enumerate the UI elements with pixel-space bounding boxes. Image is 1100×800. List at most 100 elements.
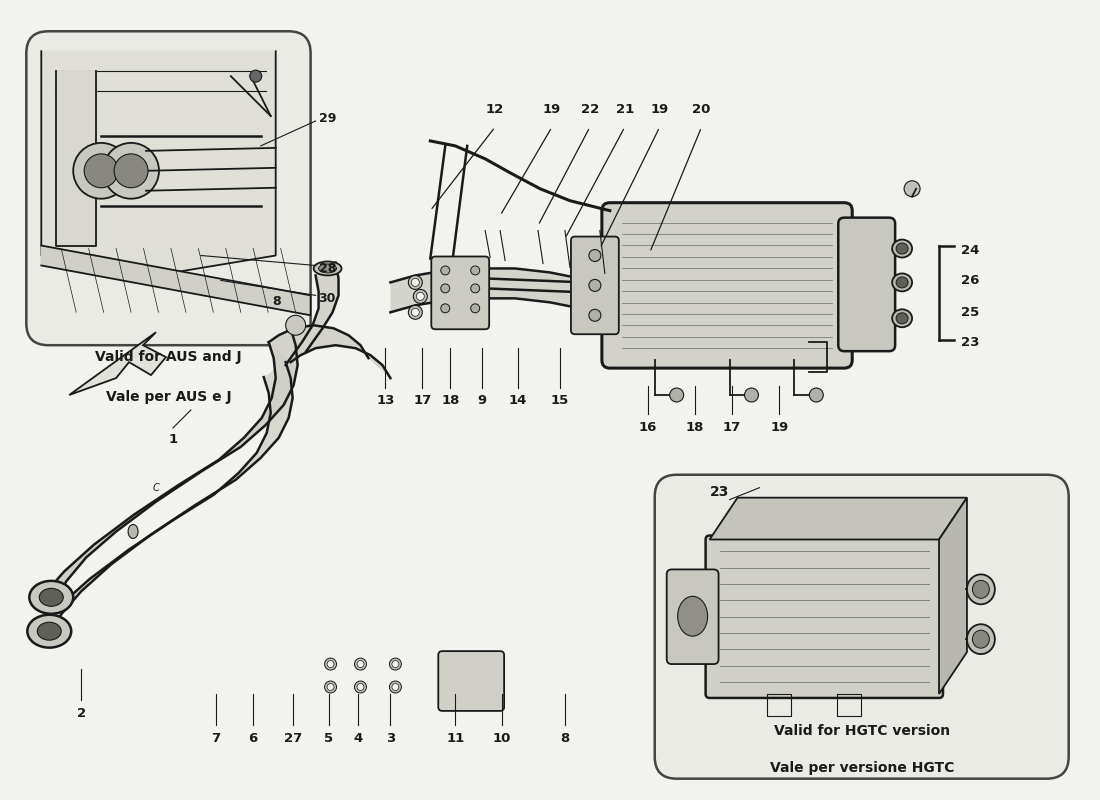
Circle shape — [670, 388, 684, 402]
Polygon shape — [710, 498, 967, 539]
Circle shape — [471, 284, 480, 293]
Circle shape — [588, 279, 601, 291]
Text: C: C — [153, 482, 159, 493]
Circle shape — [358, 661, 364, 667]
Text: 8: 8 — [560, 732, 570, 746]
Text: Vale per versione HGTC: Vale per versione HGTC — [770, 761, 954, 774]
Circle shape — [810, 388, 823, 402]
Polygon shape — [42, 51, 276, 275]
Text: 22: 22 — [581, 102, 600, 115]
FancyBboxPatch shape — [26, 31, 310, 345]
Text: 13: 13 — [376, 394, 395, 406]
Circle shape — [471, 266, 480, 275]
Circle shape — [327, 683, 334, 690]
Circle shape — [250, 70, 262, 82]
Text: Valid for AUS and J: Valid for AUS and J — [96, 350, 242, 364]
Text: 25: 25 — [961, 306, 979, 319]
FancyBboxPatch shape — [602, 202, 852, 368]
Polygon shape — [939, 498, 967, 694]
Circle shape — [358, 683, 364, 690]
Circle shape — [392, 683, 399, 690]
Text: 11: 11 — [447, 732, 464, 746]
Circle shape — [389, 681, 402, 693]
Text: 12: 12 — [486, 102, 504, 115]
PathPatch shape — [286, 262, 339, 365]
PathPatch shape — [390, 269, 609, 315]
PathPatch shape — [40, 328, 298, 604]
Ellipse shape — [967, 574, 994, 604]
Circle shape — [327, 661, 334, 667]
Circle shape — [414, 290, 427, 303]
Text: 6: 6 — [249, 732, 257, 746]
Text: 19: 19 — [543, 102, 561, 115]
FancyBboxPatch shape — [838, 218, 895, 351]
Ellipse shape — [314, 262, 341, 275]
Circle shape — [114, 154, 148, 188]
Ellipse shape — [892, 239, 912, 258]
Circle shape — [441, 284, 450, 293]
Text: 14: 14 — [509, 394, 527, 406]
Text: 19: 19 — [770, 422, 789, 434]
Polygon shape — [56, 71, 96, 246]
Polygon shape — [42, 246, 310, 315]
Text: 30: 30 — [319, 292, 336, 305]
Text: 21: 21 — [616, 102, 634, 115]
Circle shape — [441, 266, 450, 275]
Text: 20: 20 — [692, 102, 711, 115]
Text: 27: 27 — [284, 732, 301, 746]
Ellipse shape — [37, 622, 62, 640]
Circle shape — [408, 306, 422, 319]
Text: 28: 28 — [319, 262, 336, 275]
Text: 4: 4 — [354, 732, 363, 746]
Ellipse shape — [678, 596, 707, 636]
Text: 7: 7 — [211, 732, 220, 746]
Circle shape — [85, 154, 118, 188]
Text: 17: 17 — [723, 422, 740, 434]
Ellipse shape — [972, 580, 989, 598]
Ellipse shape — [892, 274, 912, 291]
FancyBboxPatch shape — [438, 651, 504, 711]
FancyBboxPatch shape — [654, 474, 1069, 778]
Text: 19: 19 — [650, 102, 669, 115]
Text: 5: 5 — [324, 732, 333, 746]
Text: Vale per AUS e J: Vale per AUS e J — [106, 390, 231, 404]
Ellipse shape — [30, 581, 74, 614]
PathPatch shape — [268, 326, 390, 378]
Text: Valid for HGTC version: Valid for HGTC version — [773, 724, 949, 738]
Circle shape — [74, 143, 129, 198]
Text: 3: 3 — [386, 732, 395, 746]
Circle shape — [408, 275, 422, 290]
Text: 2: 2 — [77, 707, 86, 721]
FancyBboxPatch shape — [571, 237, 619, 334]
Text: 23: 23 — [961, 336, 979, 349]
Circle shape — [286, 315, 306, 335]
FancyBboxPatch shape — [705, 535, 943, 698]
Circle shape — [588, 250, 601, 262]
Circle shape — [416, 292, 425, 300]
Ellipse shape — [40, 588, 63, 606]
Circle shape — [354, 681, 366, 693]
Text: 10: 10 — [493, 732, 512, 746]
Text: 16: 16 — [639, 422, 657, 434]
Circle shape — [324, 681, 337, 693]
Text: 9: 9 — [477, 394, 486, 406]
Polygon shape — [69, 332, 166, 395]
Ellipse shape — [892, 310, 912, 327]
Ellipse shape — [896, 277, 909, 288]
Ellipse shape — [972, 630, 989, 648]
Text: 8: 8 — [273, 295, 282, 308]
Circle shape — [441, 304, 450, 313]
Text: 23: 23 — [710, 485, 729, 498]
Text: 1: 1 — [168, 434, 177, 446]
PathPatch shape — [36, 362, 293, 637]
Text: 17: 17 — [414, 394, 431, 406]
Circle shape — [471, 304, 480, 313]
Text: 18: 18 — [441, 394, 460, 406]
Ellipse shape — [896, 313, 909, 324]
Circle shape — [392, 661, 399, 667]
Circle shape — [103, 143, 160, 198]
Circle shape — [354, 658, 366, 670]
Text: 24: 24 — [961, 244, 979, 257]
Ellipse shape — [128, 525, 139, 538]
Ellipse shape — [967, 624, 994, 654]
